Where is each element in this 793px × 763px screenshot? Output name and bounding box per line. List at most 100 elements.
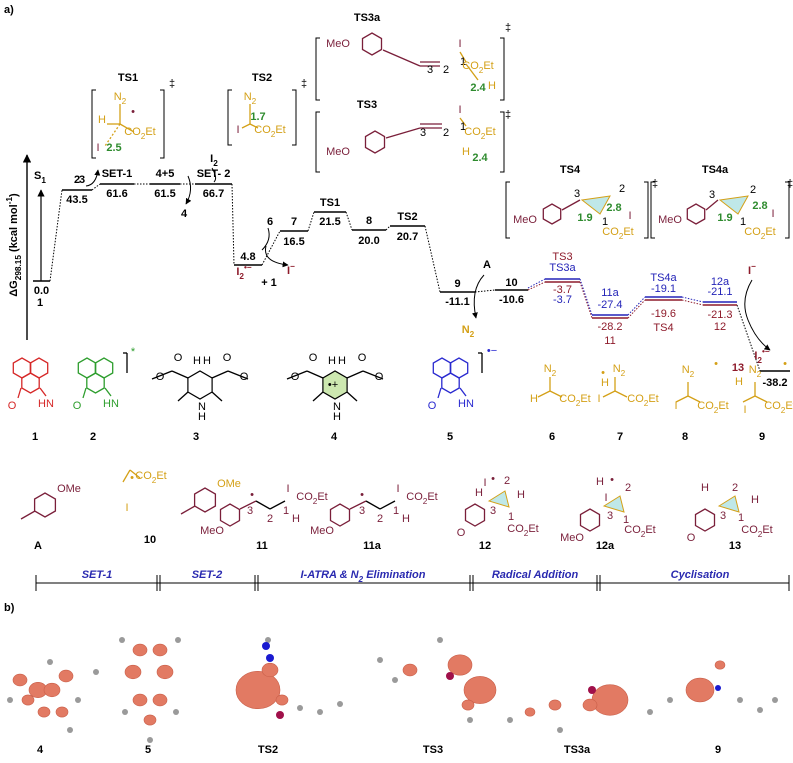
- ts-mark: ‡: [301, 78, 307, 90]
- bond: [385, 127, 421, 139]
- stage-label: I-ATRA & N2 Elimination: [301, 569, 426, 584]
- label-part: 2: [358, 575, 364, 584]
- level-name: SET- 2: [197, 168, 231, 180]
- ring: [329, 503, 351, 527]
- atom-label: 1: [460, 121, 466, 133]
- label-part: CO: [507, 523, 524, 535]
- label-part: 2: [239, 272, 244, 281]
- atom-label: H: [530, 393, 538, 405]
- label-part: Et: [156, 470, 166, 482]
- bond: [239, 500, 257, 510]
- atom-label: H: [193, 355, 201, 367]
- atom-label: 1: [623, 514, 629, 526]
- level-value: 4.8: [240, 251, 255, 263]
- label-part: 2: [757, 370, 762, 379]
- atom-label: I: [674, 400, 677, 412]
- atom-label: N2: [682, 364, 695, 379]
- orbital-lobe: [261, 662, 279, 678]
- profile-note: 6: [267, 216, 273, 228]
- atom-label: MeO: [310, 525, 334, 537]
- level-value: -21.1: [707, 286, 732, 298]
- profile-note: 13: [732, 362, 744, 374]
- atom-label: H: [98, 114, 106, 126]
- level-name: 11: [604, 335, 615, 347]
- bond: [255, 500, 271, 510]
- atom-label: 3: [420, 127, 426, 139]
- atom-label: HN: [458, 398, 474, 410]
- atom-label: •−: [487, 345, 497, 357]
- bond: [122, 469, 131, 483]
- connector: [579, 278, 593, 316]
- ring: [219, 503, 241, 527]
- orbital-lobe: [235, 670, 281, 709]
- bond: [459, 51, 467, 63]
- atom-label: 2: [443, 127, 449, 139]
- bond: [537, 390, 551, 398]
- atom: [75, 697, 81, 703]
- atom-label: 3: [247, 505, 253, 517]
- atom-label: 1: [738, 512, 744, 524]
- compound-id: 7: [617, 431, 623, 443]
- connector: [49, 189, 63, 282]
- atom: [262, 642, 270, 650]
- orbital-label: TS3a: [564, 744, 591, 756]
- atom-label: 2: [377, 513, 383, 525]
- bond: [382, 49, 421, 67]
- level-name: TS2: [397, 211, 417, 223]
- orbital-lobe: [463, 676, 497, 704]
- profile-note: + 1: [261, 277, 277, 289]
- atom-label: I: [458, 104, 461, 116]
- label-part: CO: [296, 491, 313, 503]
- label-part: CO: [135, 470, 152, 482]
- atom-label: CO2Et: [764, 400, 793, 415]
- bond: [549, 390, 563, 398]
- connector: [681, 299, 704, 306]
- atom-label: CO2Et: [744, 226, 776, 241]
- atom-label: 2: [625, 482, 631, 494]
- bond: [346, 391, 358, 402]
- atom-label: O: [156, 371, 165, 383]
- atom: [175, 637, 181, 643]
- atom-label: O: [375, 371, 384, 383]
- atom-label: •: [131, 106, 135, 118]
- bond: [349, 500, 367, 510]
- atom: [337, 701, 343, 707]
- atom-label: CO2Et: [124, 126, 156, 141]
- atom: [392, 677, 398, 683]
- label-part: 2: [122, 97, 127, 106]
- connector: [91, 183, 101, 191]
- atom-label: 1: [283, 505, 289, 517]
- ts-title: TS1: [118, 72, 138, 84]
- label-part: CO: [254, 124, 271, 136]
- connector: [261, 230, 281, 266]
- ts-brackets: [91, 37, 790, 239]
- atom-label: 3: [720, 510, 726, 522]
- label-part: 2: [313, 497, 318, 506]
- atom-label: O: [687, 532, 696, 544]
- ts-title: TS4a: [702, 164, 729, 176]
- atom-label: CO2Et: [135, 470, 167, 485]
- orbital-lobe: [58, 669, 74, 683]
- bond: [104, 123, 121, 147]
- label-part: 2: [252, 97, 257, 106]
- label-part: N: [462, 324, 470, 336]
- ts-title: TS3: [357, 99, 377, 111]
- atom-label: H: [596, 476, 604, 488]
- connector: [736, 304, 761, 372]
- bond: [211, 391, 223, 402]
- connector: [307, 211, 315, 232]
- atom-label: 3: [427, 64, 433, 76]
- ring: [86, 372, 105, 394]
- ring: [193, 487, 217, 513]
- atom-label: 3: [607, 510, 613, 522]
- atom-label: H: [735, 376, 743, 388]
- orbital-lobe: [152, 693, 168, 707]
- orbital-label: 5: [145, 744, 151, 756]
- atom-label: H: [601, 377, 609, 389]
- bond: [286, 370, 308, 380]
- atom-label: O: [240, 371, 249, 383]
- profile-note: A: [483, 259, 491, 271]
- bond: [177, 391, 189, 402]
- label-part: Et: [645, 524, 655, 536]
- label-part: Et: [317, 491, 327, 503]
